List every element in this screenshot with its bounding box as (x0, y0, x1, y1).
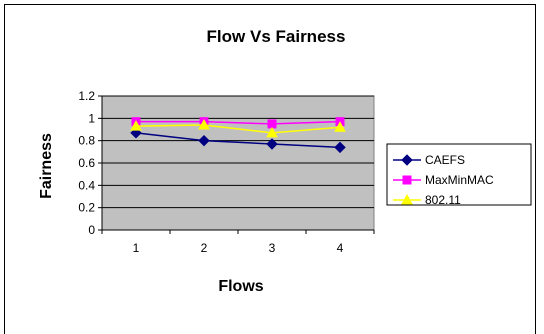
data-point (267, 119, 277, 129)
x-tick-label: 1 (133, 241, 140, 255)
y-axis-title: Fairness (38, 133, 55, 199)
legend-marker (401, 154, 413, 166)
legend-item: 802.11 (393, 193, 461, 207)
y-tick-label: 0 (88, 223, 95, 237)
chart-title: Flow Vs Fairness (207, 27, 346, 46)
legend: CAEFS MaxMinMAC 802.11 (393, 153, 494, 207)
y-tick-label: 0.8 (78, 134, 95, 148)
legend-item: CAEFS (393, 153, 465, 167)
series-802-11 (130, 119, 346, 138)
series-line (135, 132, 341, 149)
legend-label: MaxMinMAC (425, 173, 494, 187)
data-point (198, 134, 210, 147)
data-point (334, 141, 346, 154)
legend-label: CAEFS (425, 153, 465, 167)
x-tick-label: 4 (337, 241, 344, 255)
series-line (136, 120, 341, 125)
x-axis-ticks: 1 2 3 4 (101, 229, 375, 255)
x-tick-label: 3 (269, 241, 276, 255)
legend-marker (401, 193, 413, 205)
series-line (135, 124, 341, 134)
data-point (266, 138, 278, 150)
gridlines (102, 95, 374, 209)
series-layer (130, 117, 346, 154)
legend-label: 802.11 (425, 193, 461, 207)
y-tick-label: 0.2 (78, 201, 95, 215)
y-tick-label: 0.4 (78, 178, 95, 192)
data-point (198, 119, 210, 130)
data-point (334, 121, 346, 132)
data-point (130, 120, 142, 131)
y-tick-label: 1.2 (78, 89, 95, 103)
legend-marker (402, 175, 412, 185)
y-axis-ticks: 0 0.2 0.4 0.6 0.8 1 1.2 (78, 89, 103, 237)
x-tick-label: 2 (201, 241, 208, 255)
y-tick-label: 1 (88, 111, 95, 125)
legend-item: MaxMinMAC (393, 173, 494, 187)
data-point (266, 126, 278, 138)
legend-box (386, 143, 532, 206)
y-tick-label: 0.6 (78, 156, 95, 170)
x-axis-title: Flows (218, 278, 263, 295)
